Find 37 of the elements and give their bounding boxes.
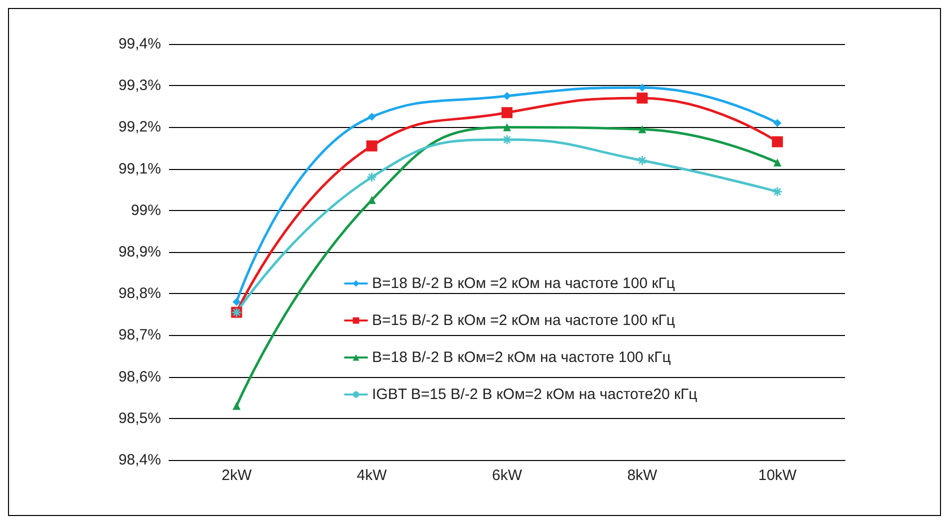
y-tick-label: 99,1% xyxy=(118,160,161,178)
point xyxy=(366,140,378,152)
y-tick-label: 98,7% xyxy=(118,326,161,344)
point xyxy=(503,123,511,132)
point xyxy=(232,402,241,410)
point xyxy=(636,155,648,166)
point xyxy=(636,92,648,104)
x-tick-label: 4kW xyxy=(356,467,388,484)
legend-label: B=18 В/-2 В кОм=2 кОм на частоте 100 кГц xyxy=(372,349,672,366)
y-tick-label: 98,4% xyxy=(118,452,161,468)
y-tick-label: 98,8% xyxy=(118,285,161,302)
y-tick-label: 98,9% xyxy=(118,244,161,260)
x-tick-label: 2kW xyxy=(222,467,252,484)
x-tick-label: 8kW xyxy=(627,467,658,484)
point xyxy=(638,125,646,134)
point xyxy=(368,112,376,121)
point xyxy=(232,298,241,306)
y-tick-label: 99,3% xyxy=(118,77,161,94)
y-tick-label: 98,5% xyxy=(118,410,161,427)
y-tick-label: 99,2% xyxy=(118,118,161,136)
point xyxy=(773,158,782,167)
y-tick-label: 98,6% xyxy=(118,368,161,386)
point xyxy=(502,107,512,118)
point xyxy=(366,172,378,182)
point xyxy=(773,119,782,128)
point xyxy=(502,134,512,145)
point xyxy=(638,84,646,92)
point xyxy=(772,186,783,197)
legend-label: B=18 В/-2 В кОм =2 кОм на частоте 100 кГц xyxy=(372,275,676,292)
legend-label: IGBT B=15 В/-2 В кОм=2 кОм на частоте20 кГц xyxy=(372,386,698,403)
legend-label: B=15 В/-2 В кОм =2 кОм на частоте 100 кГц xyxy=(372,312,676,329)
x-tick-label: 6kW xyxy=(492,467,523,484)
y-tick-label: 99,4% xyxy=(118,36,161,52)
x-tick-label: 10kW xyxy=(758,467,798,484)
y-tick-label: 99% xyxy=(130,202,161,219)
point xyxy=(772,136,783,148)
point xyxy=(503,92,511,100)
